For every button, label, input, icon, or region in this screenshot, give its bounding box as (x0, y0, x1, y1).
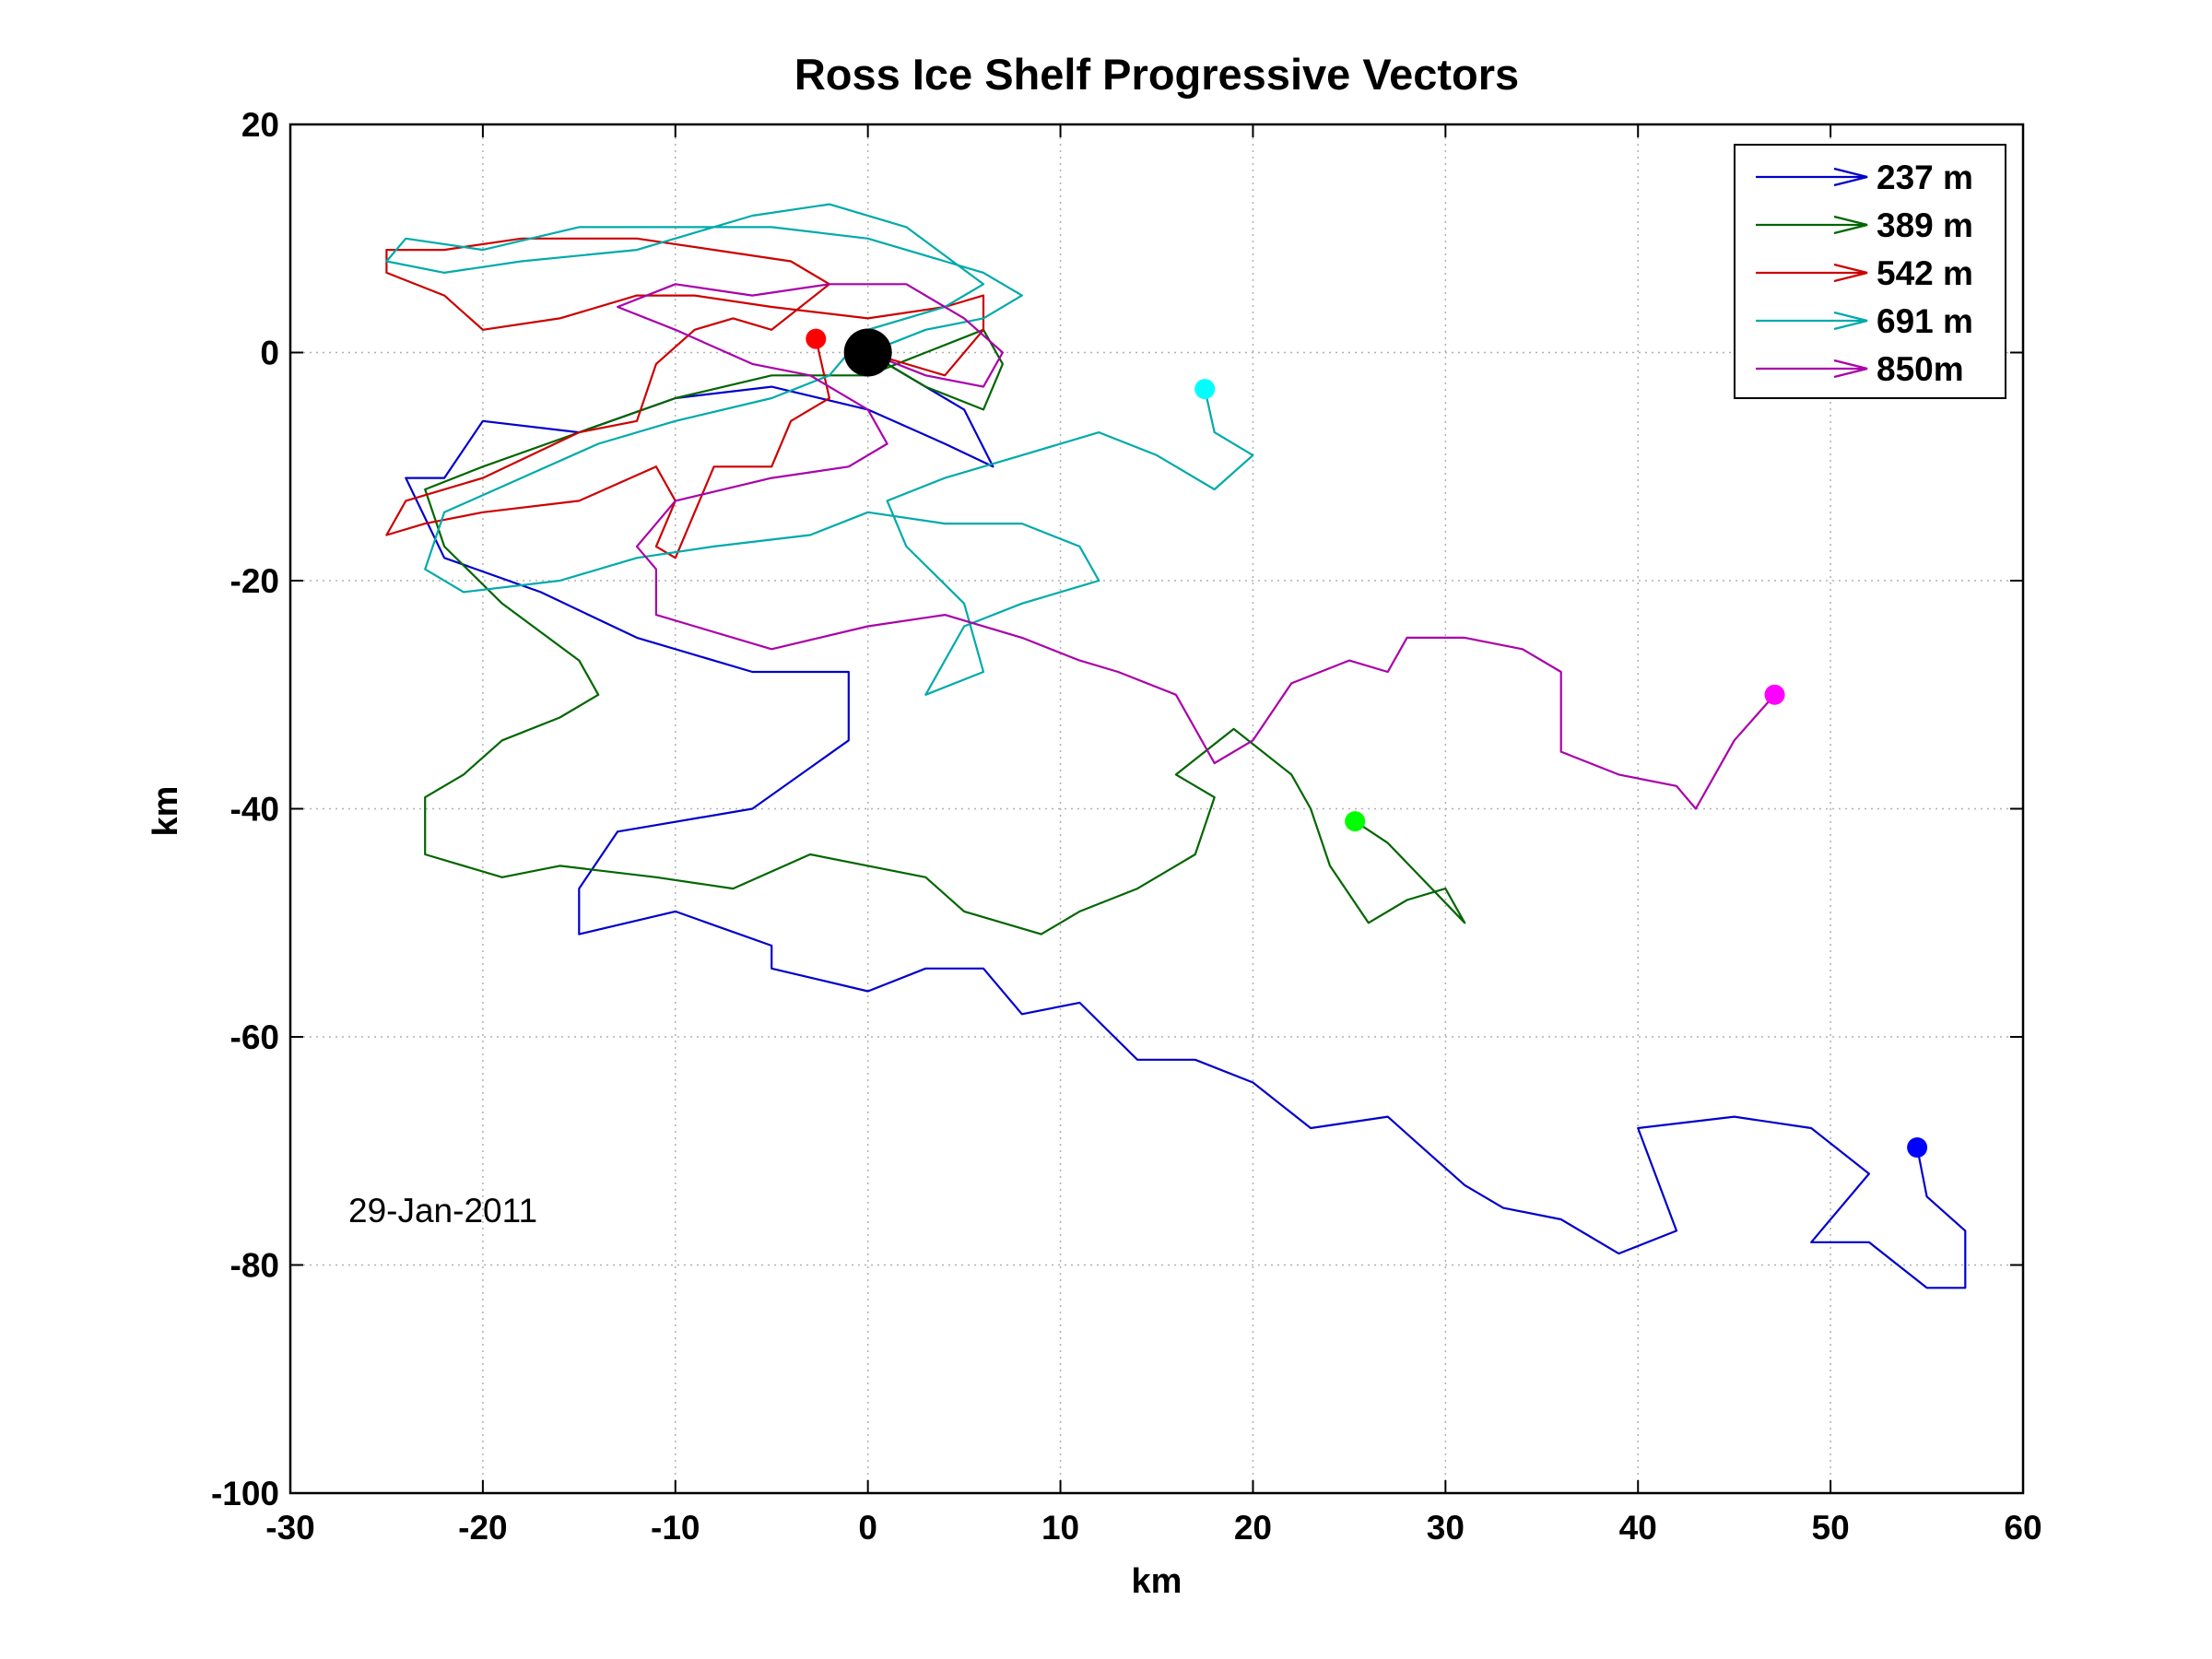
series-end-marker-2 (1345, 811, 1366, 832)
series-lines (385, 203, 1967, 1289)
x-tick-label: 60 (2004, 1509, 2041, 1547)
date-annotation: 29-Jan-2011 (348, 1192, 537, 1230)
origin-marker (843, 328, 892, 377)
x-tick-label: 50 (1812, 1509, 1850, 1547)
y-tick-label: -100 (211, 1475, 279, 1512)
y-axis-label: km (147, 786, 185, 837)
series-line-5 (617, 283, 1776, 810)
y-tick-label: -20 (230, 562, 279, 600)
legend-arrowhead-3 (1833, 263, 1868, 283)
series-line-3 (385, 237, 985, 559)
series-end-marker-3 (806, 328, 827, 349)
end-markers (806, 328, 1928, 1159)
x-tick-label: 40 (1619, 1509, 1657, 1547)
series-end-marker-4 (1194, 379, 1216, 400)
y-tick-label: -40 (230, 791, 279, 829)
x-tick-label: 10 (1041, 1509, 1079, 1547)
legend-box (1734, 144, 2006, 399)
x-tick-label: -10 (651, 1509, 700, 1547)
x-tick-label: 30 (1427, 1509, 1465, 1547)
series-line-4 (385, 203, 1254, 696)
x-axis-label: km (1132, 1562, 1182, 1601)
y-tick-label: -60 (230, 1018, 279, 1056)
legend-label-1: 237 m (1877, 159, 1973, 196)
grid-lines (290, 124, 2023, 1493)
x-tick-label: -30 (265, 1509, 314, 1547)
legend-label-5: 850m (1877, 350, 1964, 388)
legend-label-4: 691 m (1877, 302, 1973, 340)
y-tick-label: 20 (241, 106, 279, 144)
series-end-marker-1 (1907, 1137, 1928, 1159)
legend-arrowhead-2 (1833, 215, 1868, 235)
series-line-2 (424, 328, 1466, 935)
chart-title: Ross Ice Shelf Progressive Vectors (794, 50, 1519, 99)
legend-label-3: 542 m (1877, 254, 1973, 292)
x-tick-label: 20 (1234, 1509, 1272, 1547)
axis-ticks: -30 -20 -10 0 10 20 30 40 50 60200-20-40-60-80-10… (211, 106, 2042, 1547)
legend: 237 m 389 m 542 m 691 m 850m (1734, 144, 2006, 399)
x-tick-label: 0 (858, 1509, 877, 1547)
legend-arrowhead-5 (1833, 359, 1868, 379)
y-tick-label: 0 (260, 335, 279, 372)
x-tick-label: -20 (458, 1509, 507, 1547)
legend-label-2: 389 m (1877, 206, 1973, 244)
legend-arrowhead-4 (1833, 311, 1868, 331)
legend-arrowhead-1 (1833, 167, 1868, 187)
series-line-1 (405, 351, 1967, 1289)
series-end-marker-5 (1764, 684, 1785, 705)
y-tick-label: -80 (230, 1247, 279, 1285)
